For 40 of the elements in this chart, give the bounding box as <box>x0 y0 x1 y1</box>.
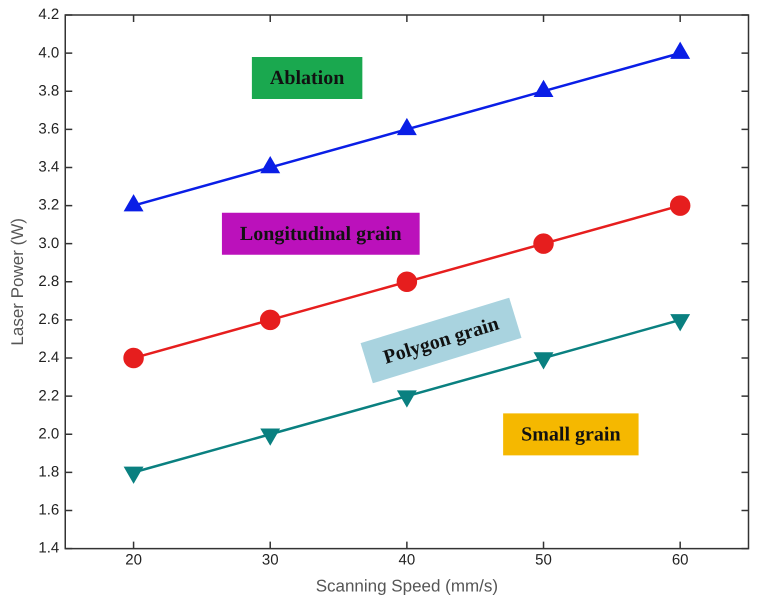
point <box>261 428 280 445</box>
annotation: Ablation <box>270 67 344 90</box>
point <box>124 195 143 212</box>
point <box>534 352 553 368</box>
point <box>398 119 416 136</box>
y-tick-label: 3.2 <box>38 196 60 214</box>
point <box>396 272 418 292</box>
y-tick-label: 4.2 <box>38 6 60 24</box>
point <box>671 42 690 59</box>
point <box>123 348 144 368</box>
x-tick-label: 20 <box>125 552 142 569</box>
point <box>670 195 690 216</box>
y-tick-label: 2.8 <box>38 272 60 290</box>
y-axis-title: Laser Power (W) <box>8 218 27 346</box>
annotation: Longitudinal grain <box>240 222 402 245</box>
y-tick-label: 2.2 <box>38 387 60 404</box>
point <box>398 390 416 406</box>
y-tick-label: 4.0 <box>38 44 60 62</box>
x-tick-label: 50 <box>535 552 552 569</box>
y-tick-label: 2.6 <box>38 311 60 328</box>
annotation: Small grain <box>521 424 621 446</box>
point <box>533 233 554 254</box>
point <box>124 466 143 483</box>
point <box>534 80 553 97</box>
point <box>261 157 280 174</box>
y-tick-label: 1.8 <box>38 464 60 481</box>
x-tick-label: 60 <box>672 552 689 569</box>
x-tick-label: 30 <box>262 552 279 569</box>
y-tick-label: 1.4 <box>38 540 60 557</box>
y-tick-label: 1.6 <box>38 502 60 519</box>
y-tick-label: 2.0 <box>38 425 60 442</box>
x-tick-label: 40 <box>398 552 416 569</box>
y-tick-label: 3.0 <box>38 234 60 252</box>
x-axis-title: Scanning Speed (mm/s) <box>316 576 498 596</box>
y-tick-label: 3.4 <box>38 158 60 176</box>
point <box>260 310 280 330</box>
annotation: Polygon grain <box>380 312 502 369</box>
y-tick-label: 2.4 <box>38 349 60 366</box>
y-tick-label: 3.8 <box>38 82 60 100</box>
y-tick-label: 3.6 <box>38 120 60 138</box>
